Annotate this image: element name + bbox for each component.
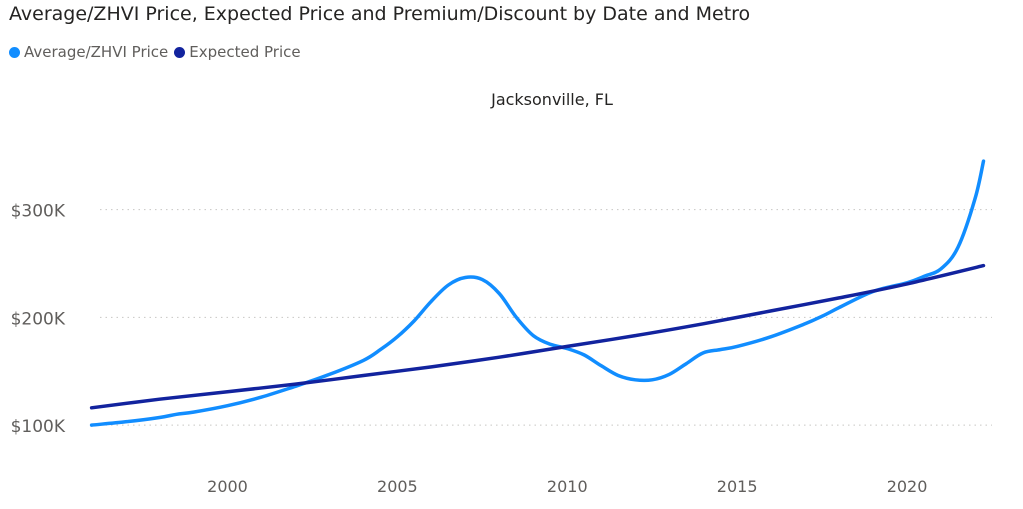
x-tick-label: 2010: [547, 477, 588, 496]
y-axis: $100K $200K $300K: [11, 202, 66, 437]
chart-title: Average/ZHVI Price, Expected Price and P…: [9, 3, 751, 25]
panel-title: Jacksonville, FL: [490, 90, 613, 109]
plot-area[interactable]: [89, 159, 986, 427]
legend-marker-icon: [174, 46, 186, 58]
legend-label: Expected Price: [189, 43, 301, 61]
legend-item-average-zhvi-price[interactable]: Average/ZHVI Price: [9, 43, 168, 61]
x-tick-label: 2015: [717, 477, 758, 496]
series-line-expected-price[interactable]: [89, 263, 986, 410]
y-tick-label: $200K: [11, 309, 66, 329]
y-tick-label: $100K: [11, 417, 66, 437]
x-tick-label: 2000: [207, 477, 248, 496]
gridlines: [100, 209, 992, 426]
y-tick-label: $300K: [11, 202, 66, 222]
x-axis: 2000 2005 2010 2015 2020: [207, 477, 927, 496]
legend-label: Average/ZHVI Price: [24, 43, 169, 61]
legend-marker-icon: [9, 46, 20, 58]
series-line-average-zhvi-price[interactable]: [89, 159, 986, 427]
x-tick-label: 2020: [887, 477, 928, 496]
x-tick-label: 2005: [377, 477, 418, 496]
legend[interactable]: Average/ZHVI Price Expected Price: [9, 43, 307, 61]
legend-item-expected-price[interactable]: Expected Price: [174, 43, 301, 61]
